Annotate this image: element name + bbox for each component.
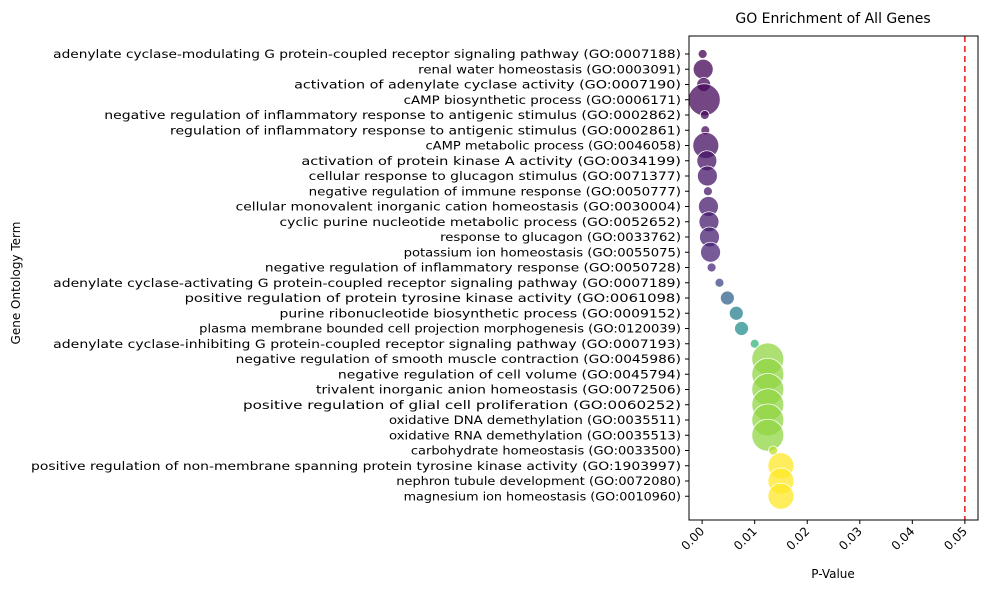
y-tick-label: nephron tubule development (GO:0072080) — [396, 474, 681, 488]
x-tick-label: 0.00 — [678, 524, 707, 553]
data-point — [706, 262, 717, 273]
y-axis: adenylate cyclase-modulating G protein-c… — [31, 47, 689, 503]
y-tick-label: negative regulation of smooth muscle con… — [236, 352, 681, 366]
x-tick-label: 0.01 — [731, 524, 760, 553]
y-tick-label: cellular monovalent inorganic cation hom… — [236, 200, 681, 214]
data-point — [692, 58, 714, 80]
y-tick-label: purine ribonucleotide biosynthetic proce… — [280, 306, 682, 320]
data-point — [749, 338, 760, 349]
y-tick-label: trivalent inorganic anion homeostasis (G… — [316, 383, 681, 397]
data-point — [714, 277, 725, 288]
y-tick-label: regulation of inflammatory response to a… — [170, 123, 681, 137]
y-tick-label: oxidative RNA demethylation (GO:0035513) — [389, 428, 681, 442]
y-axis-label: Gene Ontology Term — [9, 222, 23, 345]
points-layer — [687, 49, 795, 510]
data-point — [700, 241, 721, 263]
y-tick-label: positive regulation of glial cell prolif… — [243, 398, 681, 412]
y-tick-label: negative regulation of cell volume (GO:0… — [338, 367, 681, 381]
data-point — [703, 186, 713, 197]
y-tick-label: negative regulation of inflammatory resp… — [104, 108, 681, 122]
y-tick-label: positive regulation of protein tyrosine … — [185, 291, 681, 305]
y-tick-label: activation of adenylate cyclase activity… — [294, 78, 681, 92]
x-axis: 0.00 0.01 0.02 0.03 0.04 0.05 — [678, 520, 970, 553]
y-tick-label: adenylate cyclase-inhibiting G protein-c… — [53, 337, 681, 351]
y-tick-label: cellular response to glucagon stimulus (… — [309, 169, 681, 183]
x-axis-label: P-Value — [811, 567, 855, 581]
y-tick-label: plasma membrane bounded cell projection … — [199, 322, 681, 336]
y-tick-label: negative regulation of immune response (… — [309, 184, 681, 198]
y-tick-label: adenylate cyclase-modulating G protein-c… — [53, 47, 681, 61]
data-point — [719, 290, 735, 306]
data-point — [767, 482, 795, 510]
y-tick-label: cAMP metabolic process (GO:0046058) — [426, 139, 682, 153]
y-tick-label: magnesium ion homeostasis (GO:0010960) — [404, 489, 681, 503]
y-tick-label: adenylate cyclase-activating G protein-c… — [53, 276, 681, 290]
y-tick-label: response to glucagon (GO:0033762) — [440, 230, 681, 244]
x-tick-label: 0.04 — [889, 524, 918, 553]
y-tick-label: potassium ion homeostasis (GO:0055075) — [404, 245, 681, 259]
data-point — [728, 305, 744, 321]
y-tick-label: cyclic purine nucleotide metabolic proce… — [280, 215, 682, 229]
y-tick-label: renal water homeostasis (GO:0003091) — [418, 62, 681, 76]
data-point — [699, 110, 710, 120]
data-point — [734, 321, 749, 336]
data-point — [751, 418, 785, 452]
y-tick-label: oxidative DNA demethylation (GO:0035511) — [389, 413, 681, 427]
y-tick-label: positive regulation of non-membrane span… — [31, 459, 681, 473]
y-tick-label: activation of protein kinase A activity … — [301, 154, 681, 168]
y-tick-label: cAMP biosynthetic process (GO:0006171) — [404, 93, 681, 107]
data-point — [697, 49, 708, 59]
x-tick-label: 0.03 — [836, 524, 865, 553]
data-point — [696, 165, 718, 187]
chart-title: GO Enrichment of All Genes — [735, 11, 930, 27]
plot-frame — [688, 35, 979, 521]
x-tick-label: 0.05 — [941, 524, 970, 553]
y-tick-label: negative regulation of inflammatory resp… — [265, 261, 681, 275]
y-tick-label: carbohydrate homeostasis (GO:0033500) — [411, 444, 681, 458]
x-tick-label: 0.02 — [784, 524, 813, 553]
